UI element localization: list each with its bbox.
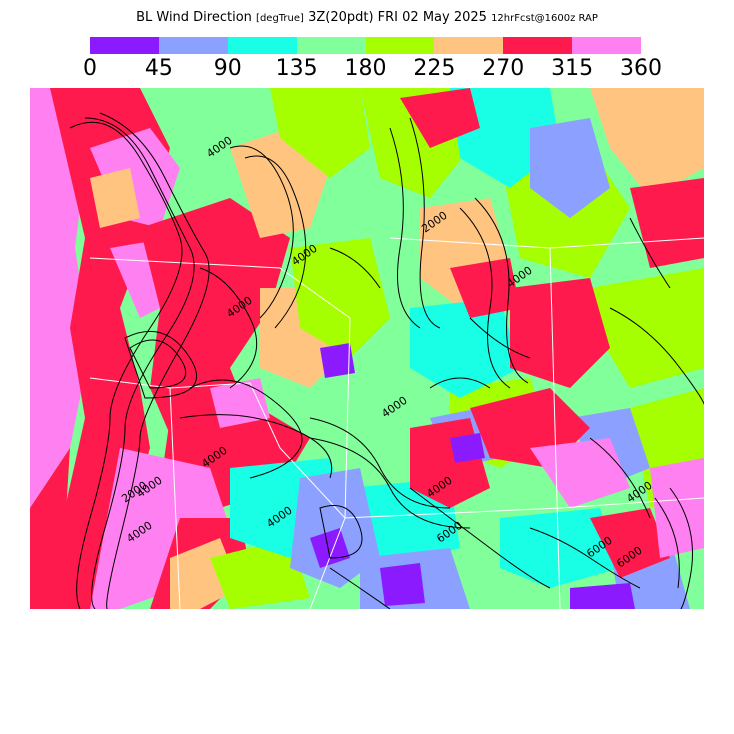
contour-line: [529, 527, 641, 589]
contour-line: [309, 417, 451, 509]
height-contours: [69, 112, 704, 609]
title-valid-time: 3Z(20pdt) FRI 02 May 2025: [308, 10, 487, 25]
wind-direction-region: [450, 433, 485, 463]
contour-line: [669, 487, 693, 609]
contour-line: [319, 505, 363, 559]
contour-line: [459, 207, 511, 389]
legend-swatch: [158, 37, 228, 54]
legend-tick-label: 315: [551, 56, 594, 81]
legend-swatch: [434, 37, 504, 54]
wind-direction-region: [590, 88, 704, 198]
legend-tick-label: 90: [213, 56, 242, 81]
title-run: 12hrFcst@1600z RAP: [491, 13, 598, 24]
contour-line: [84, 117, 195, 609]
state-boundaries: [89, 237, 704, 609]
legend-swatch: [90, 37, 159, 54]
legend-tick-label: 45: [144, 56, 173, 81]
contour-line: [409, 487, 551, 589]
legend-swatch: [365, 37, 435, 54]
legend-swatch: [572, 37, 641, 54]
wind-direction-region: [210, 378, 270, 428]
contour-line: [124, 330, 197, 399]
title-unit: [degTrue]: [256, 13, 304, 24]
wind-direction-regions: [30, 88, 704, 609]
contour-line: [309, 437, 471, 529]
wind-direction-map: 4000400040004000400040004000400020004000…: [30, 88, 704, 609]
legend-swatch: [227, 37, 297, 54]
contour-line: [69, 121, 183, 609]
legend-tick-label: 270: [482, 56, 525, 81]
contour-line: [129, 339, 187, 389]
wind-direction-region: [380, 563, 425, 606]
legend-ticks: 0 45 90 135 180 225 270 315 360: [83, 56, 662, 82]
contour-line: [329, 567, 391, 609]
contour-line: [409, 117, 441, 329]
contour-line: [199, 267, 258, 389]
wind-direction-region: [410, 298, 520, 398]
contour-line: [469, 317, 531, 359]
wind-direction-region: [350, 478, 460, 568]
wind-direction-region: [310, 528, 350, 568]
wind-direction-region: [450, 258, 520, 318]
wind-direction-region: [590, 268, 704, 388]
wind-direction-region: [90, 168, 140, 228]
wind-direction-region: [270, 88, 370, 178]
contour-line: [179, 414, 332, 479]
legend-tick-label: 360: [620, 56, 662, 81]
contour-line: [389, 127, 421, 329]
legend-tick-label: 135: [275, 56, 318, 81]
legend-swatch: [503, 37, 573, 54]
legend-tick-label: 180: [344, 56, 387, 81]
contour-line: [654, 497, 680, 589]
contour-line: [329, 247, 381, 289]
wind-direction-region: [320, 343, 355, 378]
contour-line: [609, 307, 704, 408]
wind-direction-region: [510, 278, 610, 388]
contour-line: [629, 217, 671, 289]
contour-line: [244, 155, 307, 329]
contour-line: [589, 437, 651, 519]
legend-tick-label: 0: [83, 56, 97, 81]
contour-line: [429, 377, 491, 389]
wind-direction-region: [530, 438, 630, 508]
contour-line: [474, 197, 529, 384]
color-legend: [90, 37, 641, 54]
wind-direction-region: [570, 583, 635, 609]
title-main: BL Wind Direction: [136, 10, 252, 25]
chart-title: BL Wind Direction [degTrue] 3Z(20pdt) FR…: [0, 10, 734, 25]
legend-tick-label: 225: [413, 56, 456, 81]
wind-direction-region: [590, 508, 670, 578]
contour-line: [189, 379, 303, 479]
wind-direction-region: [140, 198, 290, 468]
wind-direction-region: [290, 238, 390, 358]
contour-line: [99, 112, 210, 609]
legend-swatch: [296, 37, 366, 54]
wind-direction-region: [90, 128, 180, 228]
wind-direction-region: [290, 468, 380, 588]
contour-line: [229, 145, 294, 319]
wind-direction-region: [530, 118, 610, 218]
wind-direction-region: [400, 88, 480, 148]
wind-direction-region: [630, 178, 704, 268]
